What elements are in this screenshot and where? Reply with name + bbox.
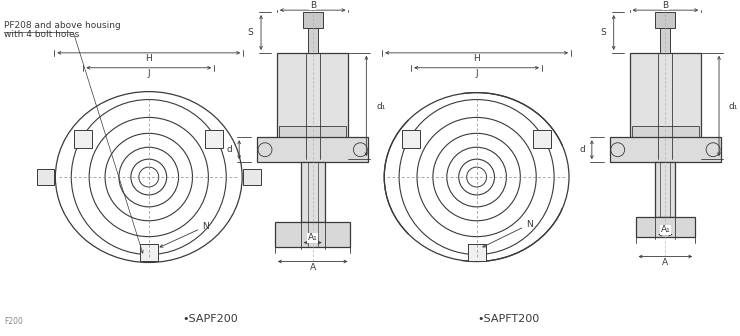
Text: J: J	[475, 69, 478, 78]
Bar	[205, 130, 223, 148]
Text: d: d	[579, 145, 585, 154]
Bar	[140, 244, 158, 261]
Text: S: S	[247, 28, 253, 37]
Text: d₁: d₁	[376, 101, 386, 111]
Text: A₁: A₁	[661, 225, 670, 234]
Bar	[279, 126, 346, 154]
Bar	[243, 169, 261, 185]
Bar	[403, 130, 420, 148]
Text: A: A	[662, 258, 668, 267]
Text: PF208 and above housing: PF208 and above housing	[4, 21, 121, 30]
Bar	[533, 130, 551, 148]
Bar	[468, 244, 485, 261]
Text: d₁: d₁	[729, 101, 739, 111]
Bar	[630, 53, 701, 159]
Text: H: H	[474, 54, 480, 63]
Bar	[303, 12, 323, 28]
Bar	[308, 28, 317, 53]
Text: H: H	[145, 54, 152, 63]
Bar	[36, 169, 54, 185]
Text: A₁: A₁	[308, 233, 317, 242]
Bar	[300, 162, 325, 222]
Text: F200: F200	[4, 317, 24, 326]
Bar	[610, 137, 721, 162]
Text: N: N	[526, 220, 533, 229]
Bar	[275, 222, 351, 247]
Bar	[636, 217, 695, 237]
Text: N: N	[203, 222, 209, 231]
Bar	[257, 137, 369, 162]
Bar	[632, 126, 699, 154]
Text: A: A	[309, 263, 316, 272]
Text: •SAPFT200: •SAPFT200	[477, 314, 539, 324]
Bar	[277, 53, 349, 159]
Bar	[75, 130, 92, 148]
Text: d: d	[226, 145, 232, 154]
Text: with 4 bolt holes: with 4 bolt holes	[4, 30, 79, 39]
Text: S: S	[600, 28, 606, 37]
Text: B: B	[662, 1, 668, 10]
Text: J: J	[147, 69, 150, 78]
Bar	[656, 162, 676, 217]
Bar	[660, 28, 670, 53]
Text: •SAPF200: •SAPF200	[183, 314, 238, 324]
Bar	[656, 12, 676, 28]
Text: B: B	[309, 1, 316, 10]
